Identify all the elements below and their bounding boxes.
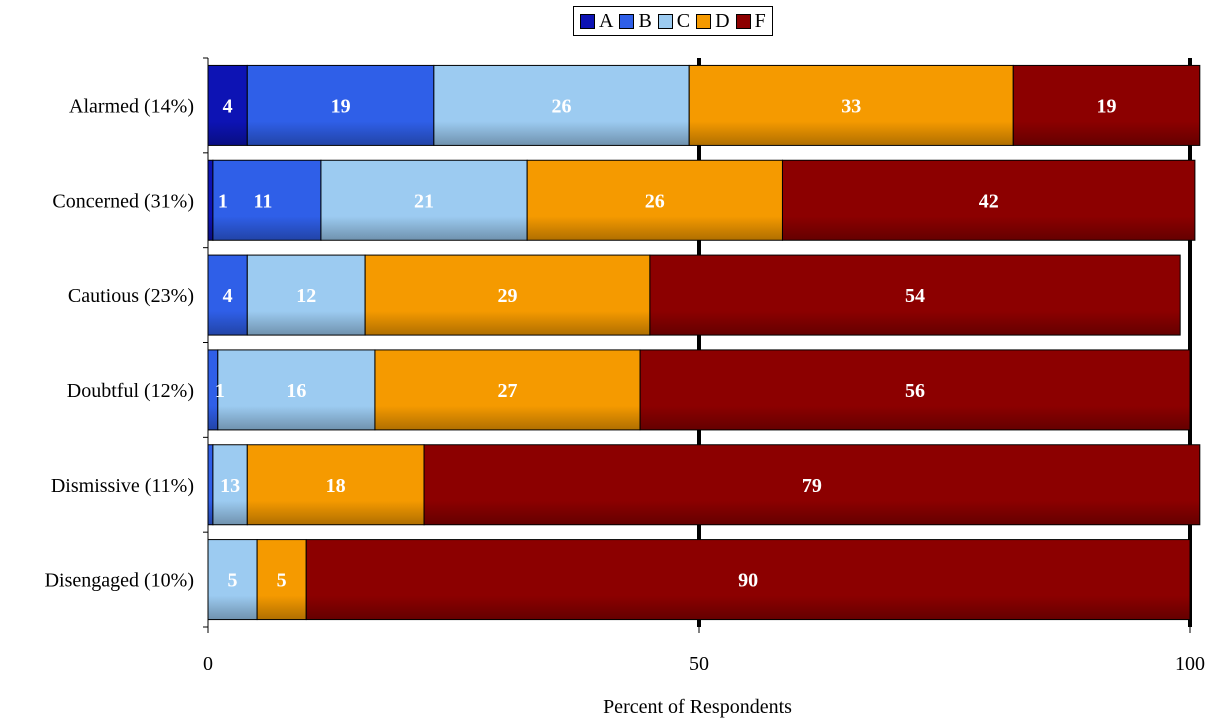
x-axis-title: Percent of Respondents bbox=[603, 696, 792, 718]
legend-label-B: B bbox=[638, 9, 652, 32]
bar-label-C-2: 12 bbox=[296, 285, 316, 307]
x-tick-label-50: 50 bbox=[689, 653, 709, 675]
bar-label-F-5: 90 bbox=[738, 570, 758, 592]
bar-D-3 bbox=[374, 349, 641, 431]
bars bbox=[207, 64, 1201, 621]
bar-label-C-5: 5 bbox=[228, 570, 238, 592]
x-tick-label-0: 0 bbox=[203, 653, 213, 675]
bar-label-D-2: 29 bbox=[498, 285, 518, 307]
category-label-0: Alarmed (14%) bbox=[69, 95, 194, 117]
bar-label-F-0: 19 bbox=[1097, 95, 1117, 117]
bar-F-1 bbox=[781, 159, 1196, 241]
category-label-1: Concerned (31%) bbox=[52, 190, 194, 212]
bar-D-2 bbox=[364, 254, 651, 336]
category-label-2: Cautious (23%) bbox=[68, 285, 194, 307]
category-label-4: Dismissive (11%) bbox=[51, 475, 194, 497]
bar-C-4 bbox=[212, 444, 248, 526]
legend-swatch-D bbox=[696, 13, 712, 29]
bar-F-4 bbox=[423, 444, 1201, 526]
bar-F-3 bbox=[639, 349, 1191, 431]
bar-C-2 bbox=[246, 254, 366, 336]
bar-B-0 bbox=[246, 64, 435, 146]
bar-label-F-4: 79 bbox=[802, 475, 822, 497]
bar-label-C-4: 13 bbox=[220, 475, 240, 497]
bar-A-1 bbox=[207, 159, 214, 241]
bar-label-C-0: 26 bbox=[552, 95, 572, 117]
gridlines bbox=[697, 58, 1192, 627]
legend-item-B: B bbox=[619, 9, 652, 33]
bar-F-2 bbox=[649, 254, 1181, 336]
axes bbox=[203, 57, 1191, 633]
bar-C-3 bbox=[217, 349, 376, 431]
legend-swatch-A bbox=[580, 13, 595, 29]
bar-C-5 bbox=[207, 539, 258, 621]
bar-label-F-2: 54 bbox=[905, 285, 925, 307]
legend-swatch-B bbox=[619, 13, 635, 29]
bar-label-D-3: 27 bbox=[498, 380, 518, 402]
legend-label-F: F bbox=[754, 9, 766, 32]
legend-label-D: D bbox=[715, 9, 730, 32]
bar-D-1 bbox=[526, 159, 783, 241]
category-label-5: Disengaged (10%) bbox=[45, 570, 194, 592]
bar-label-B-1: 11 bbox=[253, 190, 272, 212]
bar-label-D-5: 5 bbox=[277, 570, 287, 592]
bar-label-D-0: 33 bbox=[841, 95, 861, 117]
legend-item-A: A bbox=[580, 10, 613, 33]
bar-label-D-4: 18 bbox=[326, 475, 346, 497]
legend-item-D: D bbox=[696, 9, 730, 33]
legend-label-A: A bbox=[599, 9, 614, 32]
category-label-3: Doubtful (12%) bbox=[67, 380, 194, 402]
bar-F-5 bbox=[305, 539, 1191, 621]
bar-C-0 bbox=[433, 64, 690, 146]
bar-B-2 bbox=[207, 254, 248, 336]
bar-B-4 bbox=[207, 444, 214, 526]
bar-label-A-1: 1 bbox=[218, 190, 228, 212]
legend-swatch-C bbox=[657, 13, 673, 29]
legend-label-C: C bbox=[676, 9, 691, 32]
bar-C-1 bbox=[320, 159, 528, 241]
bar-label-C-3: 16 bbox=[286, 380, 306, 402]
bar-label-extra-3: 1 bbox=[215, 380, 225, 402]
bar-D-5 bbox=[256, 539, 307, 621]
bar-label-C-1: 21 bbox=[414, 190, 434, 212]
bar-D-4 bbox=[246, 444, 425, 526]
bar-label-D-1: 26 bbox=[645, 190, 665, 212]
bar-label-F-3: 56 bbox=[905, 380, 925, 402]
bar-label-A-0: 4 bbox=[223, 95, 233, 117]
legend-swatch-F bbox=[735, 13, 751, 29]
bar-D-0 bbox=[688, 64, 1014, 146]
x-tick-label-100: 100 bbox=[1175, 653, 1205, 675]
bar-label-B-2: 4 bbox=[223, 285, 233, 307]
bar-B-1 bbox=[212, 159, 322, 241]
bar-label-B-0: 19 bbox=[331, 95, 351, 117]
legend-item-F: F bbox=[735, 9, 766, 33]
bar-F-0 bbox=[1012, 64, 1201, 146]
legend-item-C: C bbox=[657, 9, 691, 33]
bar-label-F-1: 42 bbox=[979, 190, 999, 212]
